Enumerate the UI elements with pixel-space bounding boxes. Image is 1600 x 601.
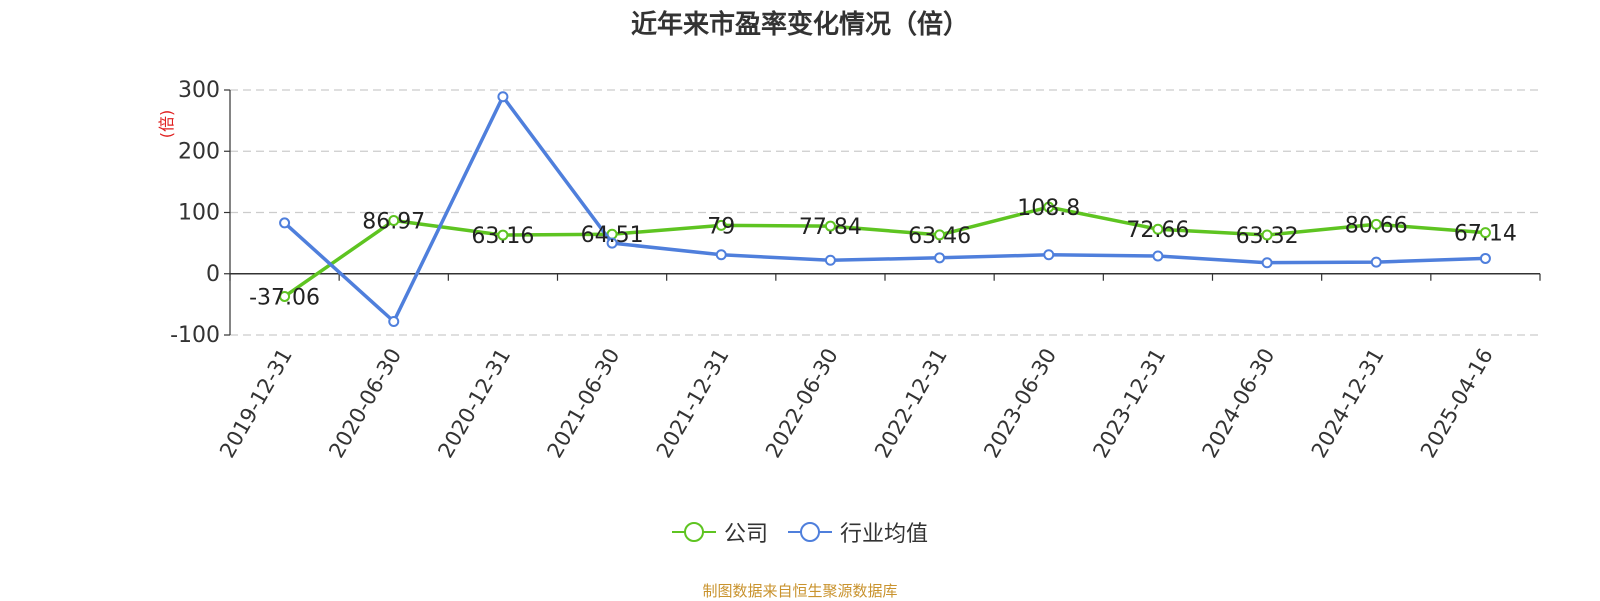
- series-1-point: [1261, 257, 1273, 269]
- axes: 300 200 100 0 -100 (倍) 2019-12-31 2020-06-30 202…: [157, 78, 1541, 462]
- x-tick-label: 2020-06-30: [324, 344, 406, 462]
- series-1-point: [1043, 249, 1055, 261]
- data-label: 86.97: [362, 209, 425, 234]
- y-tick-label: 200: [178, 139, 220, 164]
- y-tick-label: 0: [206, 262, 220, 287]
- data-label: 80.66: [1345, 213, 1408, 238]
- series-1-point: [934, 252, 946, 264]
- series: [279, 91, 1491, 328]
- data-label: 63.32: [1236, 224, 1299, 249]
- series-0-point: [1370, 218, 1382, 230]
- gridlines: [230, 89, 1540, 336]
- data-labels: -37.06 86.97 63.16 64.51 79 77.84 63.46 108.8 72…: [249, 196, 1517, 310]
- x-tick-label: 2022-12-31: [870, 344, 952, 462]
- legend-item-industry[interactable]: 行业均值: [788, 516, 928, 548]
- x-tick-label: 2021-12-31: [652, 344, 734, 462]
- y-tick-label: 300: [178, 78, 220, 103]
- legend-industry-label: 行业均值: [840, 522, 929, 547]
- legend: 公司 行业均值: [0, 516, 1600, 548]
- series-0-point: [715, 219, 727, 231]
- series-1-point: [824, 254, 836, 266]
- series-0-point: [1261, 229, 1273, 241]
- series-1-point: [388, 316, 400, 328]
- data-label: 77.84: [799, 215, 862, 240]
- series-1-point: [1479, 252, 1491, 264]
- y-tick-label: -100: [170, 323, 220, 348]
- data-label: 108.8: [1017, 196, 1080, 221]
- legend-item-company[interactable]: 公司: [671, 516, 768, 548]
- series-1-point: [715, 249, 727, 261]
- x-tick-label: 2020-12-31: [433, 344, 515, 462]
- series-0-point: [388, 214, 400, 226]
- x-tick-label: 2024-12-31: [1307, 344, 1389, 462]
- y-axis-label: (倍): [157, 110, 176, 139]
- series-0-point: [279, 290, 291, 302]
- legend-industry-marker-icon: [788, 522, 832, 542]
- series-0-point: [497, 229, 509, 241]
- data-label: 63.46: [908, 224, 971, 249]
- x-tick-label: 2019-12-31: [215, 344, 297, 462]
- data-label: 72.66: [1126, 218, 1189, 243]
- x-tick-label: 2024-06-30: [1198, 344, 1280, 462]
- series-0-point: [824, 220, 836, 232]
- x-tick-label: 2025-04-16: [1416, 344, 1498, 462]
- x-tick-label: 2022-06-30: [761, 344, 843, 462]
- series-0-point: [1043, 201, 1055, 213]
- series-1-point: [1370, 256, 1382, 268]
- data-label: 64.51: [581, 223, 644, 248]
- chart-title: 近年来市盈率变化情况（倍）: [630, 10, 969, 40]
- data-label: 67.14: [1454, 222, 1517, 247]
- series-1-point: [497, 91, 509, 103]
- x-tick-label: 2021-06-30: [543, 344, 625, 462]
- series-line-0: [283, 205, 1486, 298]
- series-1-point: [606, 237, 618, 249]
- legend-company-marker-icon: [671, 522, 716, 542]
- series-1-point: [279, 217, 291, 229]
- y-tick-label: 100: [178, 201, 220, 226]
- source-note: 制图数据来自恒生聚源数据库: [702, 582, 898, 600]
- series-0-point: [1479, 227, 1491, 239]
- x-tick-label: 2023-12-31: [1088, 344, 1170, 462]
- series-line-1: [283, 94, 1486, 324]
- series-0-point: [934, 229, 946, 241]
- data-label: 63.16: [471, 224, 534, 249]
- series-0-point: [1152, 223, 1164, 235]
- x-tick-label: 2023-06-30: [979, 344, 1061, 462]
- data-label: -37.06: [249, 285, 320, 310]
- series-1-point: [1152, 250, 1164, 262]
- legend-company-label: 公司: [723, 522, 768, 547]
- data-label: 79: [707, 214, 735, 239]
